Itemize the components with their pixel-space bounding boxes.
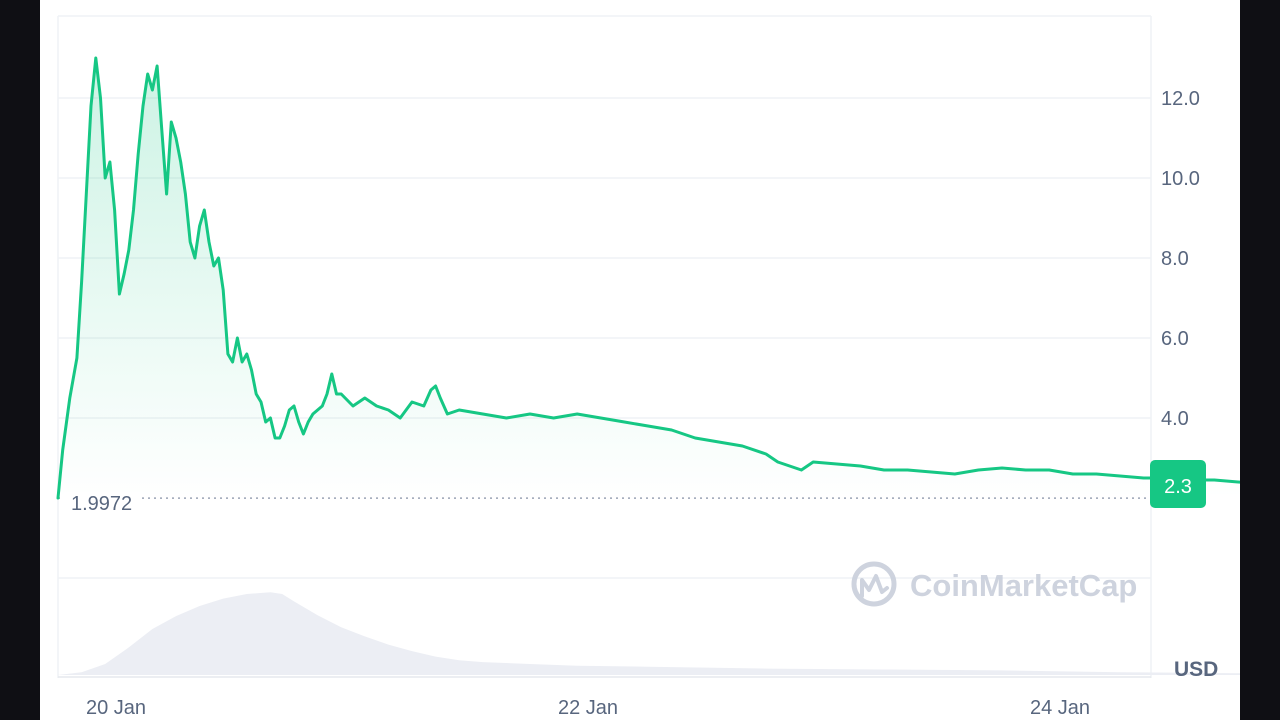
x-tick-label: 20 Jan xyxy=(86,697,146,719)
y-axis-ticks: 12.0 10.0 8.0 6.0 4.0 xyxy=(1161,88,1200,430)
y-tick-label: 6.0 xyxy=(1161,328,1189,350)
currency-label: USD xyxy=(1174,658,1218,681)
baseline-label-bg xyxy=(64,492,140,517)
price-area-fill xyxy=(58,58,1240,499)
coinmarketcap-watermark: CoinMarketCap xyxy=(851,561,1137,607)
watermark-text: CoinMarketCap xyxy=(910,568,1137,603)
coinmarketcap-logo-icon xyxy=(851,561,897,607)
current-price-badge: 2.3 xyxy=(1150,460,1206,508)
baseline-label: 1.9972 xyxy=(71,493,132,515)
current-price-label: 2.3 xyxy=(1164,476,1192,498)
current-price-badge-bg xyxy=(1150,460,1206,508)
x-tick-label: 22 Jan xyxy=(558,697,618,719)
price-line xyxy=(56,56,1240,500)
y-tick-label: 12.0 xyxy=(1161,88,1200,110)
x-tick-label: 24 Jan xyxy=(1030,697,1090,719)
volume-area xyxy=(58,592,1240,675)
y-tick-label: 10.0 xyxy=(1161,168,1200,190)
y-tick-label: 8.0 xyxy=(1161,248,1189,270)
y-tick-label: 4.0 xyxy=(1161,408,1189,430)
